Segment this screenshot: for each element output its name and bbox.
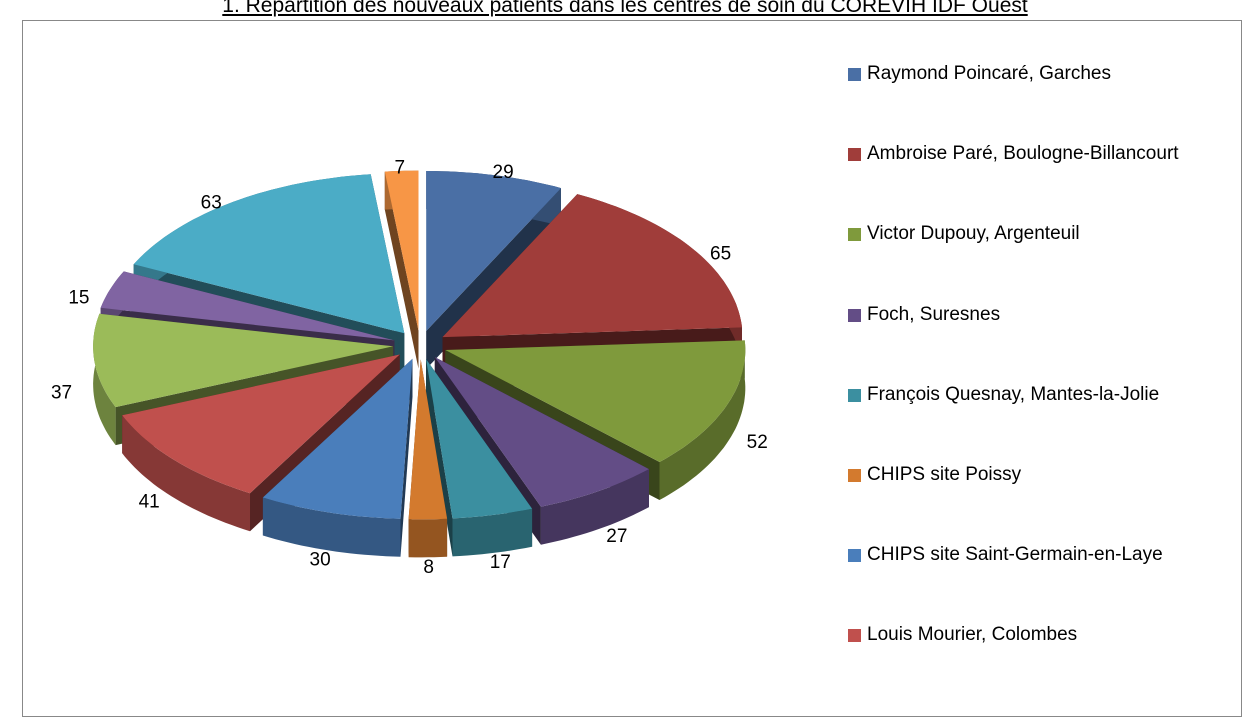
legend-entry: Louis Mourier, Colombes <box>848 621 1207 649</box>
slice-wall <box>452 508 533 557</box>
legend-label: Ambroise Paré, Boulogne-Billancourt <box>867 143 1179 165</box>
slice-side <box>384 171 419 369</box>
slice-side <box>400 358 413 557</box>
slice-top <box>442 194 742 338</box>
slice-top <box>408 359 448 520</box>
slice-wall <box>122 415 250 532</box>
data-label: 63 <box>201 193 222 214</box>
slice-top <box>445 340 746 462</box>
legend-swatch <box>848 68 861 81</box>
legend-entry: Raymond Poincaré, Garches <box>848 60 1207 88</box>
slice-top <box>426 359 533 519</box>
data-label: 8 <box>423 557 434 578</box>
slice-top <box>93 313 394 408</box>
legend-label: François Quesnay, Mantes-la-Jolie <box>867 383 1160 405</box>
slice <box>408 359 448 558</box>
legend-label: Foch, Suresnes <box>867 303 1001 325</box>
slice-wall <box>540 469 649 545</box>
slice-wall <box>262 497 401 557</box>
slice-wall <box>659 340 746 500</box>
data-label: 29 <box>493 162 514 183</box>
data-label: 7 <box>394 157 405 178</box>
slice <box>426 359 533 557</box>
legend-entry: Ambroise Paré, Boulogne-Billancourt <box>848 140 1207 168</box>
slice-top <box>434 357 649 507</box>
slice-top <box>100 271 395 341</box>
legend-label: CHIPS site Poissy <box>867 464 1022 485</box>
slice-side <box>426 359 453 557</box>
legend-entry: Victor Dupouy, Argenteuil <box>848 220 1207 248</box>
slice-top <box>262 358 413 519</box>
legend-label: Louis Mourier, Colombes <box>867 624 1078 646</box>
data-label: 41 <box>139 491 160 512</box>
legend-swatch <box>848 469 861 482</box>
data-label: 52 <box>747 432 768 453</box>
legend-swatch <box>848 629 861 643</box>
legend-entry: François Quesnay, Mantes-la-Jolie <box>848 381 1207 409</box>
legend-swatch <box>848 388 861 402</box>
data-label: 30 <box>310 549 331 570</box>
legend-swatch <box>848 228 861 242</box>
legend-entry: Foch, Suresnes <box>848 301 1207 329</box>
legend-swatch <box>848 549 861 563</box>
title-text: 1. Répartition des nouveaux patients dan… <box>222 0 1028 17</box>
chart-frame <box>22 20 1242 717</box>
legend-entry: CHIPS site Poissy <box>848 461 1207 489</box>
slice-wall <box>408 518 448 558</box>
slice <box>262 358 413 557</box>
legend-label: CHIPS site Saint-Germain-en-Laye <box>867 544 1163 566</box>
slice-top <box>133 174 405 334</box>
slice-top <box>426 171 561 331</box>
slice-top <box>122 354 400 494</box>
legend-swatch <box>848 148 861 162</box>
legend-swatch <box>848 308 861 322</box>
legend-label: Victor Dupouy, Argenteuil <box>867 223 1080 245</box>
slice <box>384 170 419 369</box>
data-label: 27 <box>606 526 627 547</box>
data-label: 17 <box>490 552 511 573</box>
title: 1. Répartition des nouveaux patients dan… <box>0 0 1250 18</box>
data-label: 15 <box>68 288 89 309</box>
legend-entry: CHIPS site Saint-Germain-en-Laye <box>848 541 1207 569</box>
legend-label: Raymond Poincaré, Garches <box>867 63 1111 84</box>
data-label: 65 <box>710 243 731 264</box>
slice-top <box>384 170 419 331</box>
data-label: 37 <box>51 383 72 404</box>
